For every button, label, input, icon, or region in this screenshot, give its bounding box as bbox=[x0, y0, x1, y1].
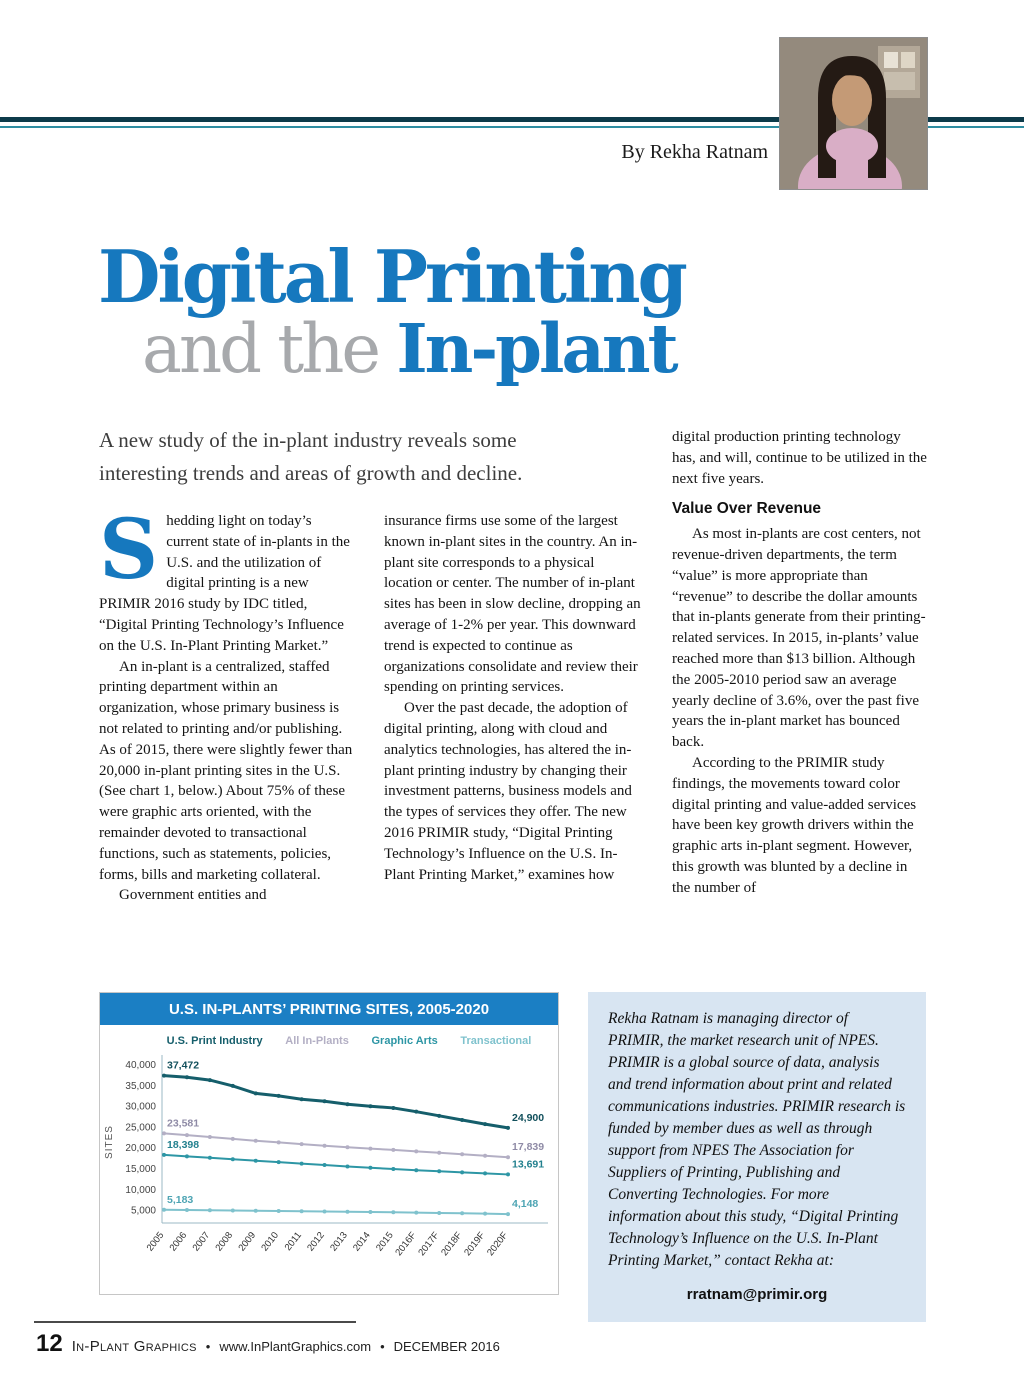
svg-text:37,472: 37,472 bbox=[167, 1060, 199, 1072]
legend-item: Graphic Arts bbox=[371, 1035, 438, 1047]
paragraph: insurance firms use some of the largest … bbox=[384, 513, 641, 696]
page-number: 12 bbox=[36, 1330, 63, 1357]
top-rule-dark bbox=[0, 117, 1024, 122]
svg-text:2008: 2008 bbox=[213, 1230, 235, 1253]
svg-text:23,581: 23,581 bbox=[167, 1117, 199, 1129]
title-line2-accent: In-plant bbox=[396, 309, 678, 389]
paragraph: As most in-plants are cost centers, not … bbox=[672, 526, 926, 751]
body-column-2: insurance firms use some of the largest … bbox=[384, 511, 642, 885]
svg-text:2020F: 2020F bbox=[485, 1230, 510, 1258]
dropcap: S bbox=[99, 502, 159, 598]
svg-text:2006: 2006 bbox=[168, 1230, 190, 1253]
paragraph: According to the PRIMIR study findings, … bbox=[672, 754, 917, 896]
body-column-3: digital production printing technology h… bbox=[672, 427, 928, 899]
sites-chart: U.S. IN-PLANTS’ PRINTING SITES, 2005-202… bbox=[99, 992, 559, 1295]
svg-text:5,183: 5,183 bbox=[167, 1194, 193, 1206]
svg-text:2019F: 2019F bbox=[462, 1230, 487, 1258]
svg-text:2016F: 2016F bbox=[393, 1230, 418, 1258]
svg-text:10,000: 10,000 bbox=[125, 1185, 156, 1196]
svg-text:2017F: 2017F bbox=[416, 1230, 441, 1258]
svg-text:2014: 2014 bbox=[351, 1230, 373, 1253]
footer: 12 In-Plant Graphics • www.InPlantGraphi… bbox=[36, 1330, 500, 1358]
legend-item: Transactional bbox=[460, 1035, 532, 1047]
title-line2-light: and the bbox=[142, 310, 397, 389]
footer-date: DECEMBER 2016 bbox=[393, 1339, 500, 1354]
svg-text:2013: 2013 bbox=[328, 1230, 350, 1253]
paragraph: Government entities and bbox=[119, 887, 267, 904]
footer-rule bbox=[34, 1321, 356, 1323]
byline: By Rekha Ratnam bbox=[621, 141, 768, 163]
svg-text:SITES: SITES bbox=[104, 1125, 115, 1159]
svg-text:24,900: 24,900 bbox=[512, 1112, 544, 1124]
line-chart: SITES 5,000 10,000 15,000 20,000 25,000 30,000… bbox=[104, 1055, 548, 1258]
footer-url[interactable]: www.InPlantGraphics.com bbox=[219, 1339, 372, 1354]
chart-title-bar: U.S. IN-PLANTS’ PRINTING SITES, 2005-202… bbox=[100, 993, 558, 1025]
svg-text:4,148: 4,148 bbox=[512, 1198, 538, 1210]
title-line2: and the In-plant bbox=[142, 315, 685, 383]
email-link[interactable]: rratnam@primir.org bbox=[686, 1286, 828, 1303]
svg-text:18,398: 18,398 bbox=[167, 1139, 199, 1151]
top-rule-teal bbox=[0, 126, 1024, 128]
author-photo bbox=[779, 37, 928, 190]
svg-text:40,000: 40,000 bbox=[125, 1060, 156, 1071]
svg-text:30,000: 30,000 bbox=[125, 1102, 156, 1113]
svg-text:13,691: 13,691 bbox=[512, 1158, 544, 1170]
svg-text:2010: 2010 bbox=[259, 1230, 281, 1253]
bio-text: Rekha Ratnam is managing director of PRI… bbox=[608, 1010, 906, 1269]
title-line1: Digital Printing bbox=[98, 234, 688, 319]
svg-text:2005: 2005 bbox=[145, 1230, 167, 1253]
paragraph: digital production printing technology h… bbox=[672, 429, 927, 487]
svg-text:25,000: 25,000 bbox=[125, 1122, 156, 1133]
chart-legend: U.S. Print Industry All In-Plants Graphic … bbox=[100, 1025, 558, 1047]
author-portrait-illustration bbox=[780, 38, 927, 189]
legend-item: U.S. Print Industry bbox=[166, 1035, 263, 1047]
svg-text:5,000: 5,000 bbox=[131, 1206, 156, 1217]
svg-text:2011: 2011 bbox=[283, 1230, 304, 1253]
svg-text:35,000: 35,000 bbox=[125, 1081, 156, 1092]
svg-text:15,000: 15,000 bbox=[125, 1164, 156, 1175]
svg-text:2007: 2007 bbox=[191, 1230, 213, 1253]
svg-text:2009: 2009 bbox=[236, 1230, 258, 1253]
article-title: Digital Printing and the In-plant bbox=[98, 234, 688, 383]
svg-text:2012: 2012 bbox=[305, 1230, 327, 1253]
footer-separator: • bbox=[380, 1339, 385, 1354]
section-heading: Value Over Revenue bbox=[672, 500, 822, 518]
svg-text:2018F: 2018F bbox=[439, 1230, 464, 1258]
paragraph: An in-plant is a centralized, staffed pr… bbox=[99, 658, 353, 883]
legend-item: All In-Plants bbox=[285, 1035, 349, 1047]
author-bio-box: Rekha Ratnam is managing director of PRI… bbox=[588, 992, 926, 1322]
paragraph: Over the past decade, the adoption of di… bbox=[384, 700, 632, 883]
svg-text:2015: 2015 bbox=[374, 1230, 396, 1253]
footer-brand: In-Plant Graphics bbox=[71, 1338, 197, 1355]
deck: A new study of the in-plant industry rev… bbox=[99, 428, 523, 485]
svg-text:17,839: 17,839 bbox=[512, 1141, 544, 1153]
svg-text:20,000: 20,000 bbox=[125, 1143, 156, 1154]
footer-separator: • bbox=[205, 1339, 211, 1354]
paragraph-text: hedding light on today’s current state o… bbox=[99, 513, 350, 654]
